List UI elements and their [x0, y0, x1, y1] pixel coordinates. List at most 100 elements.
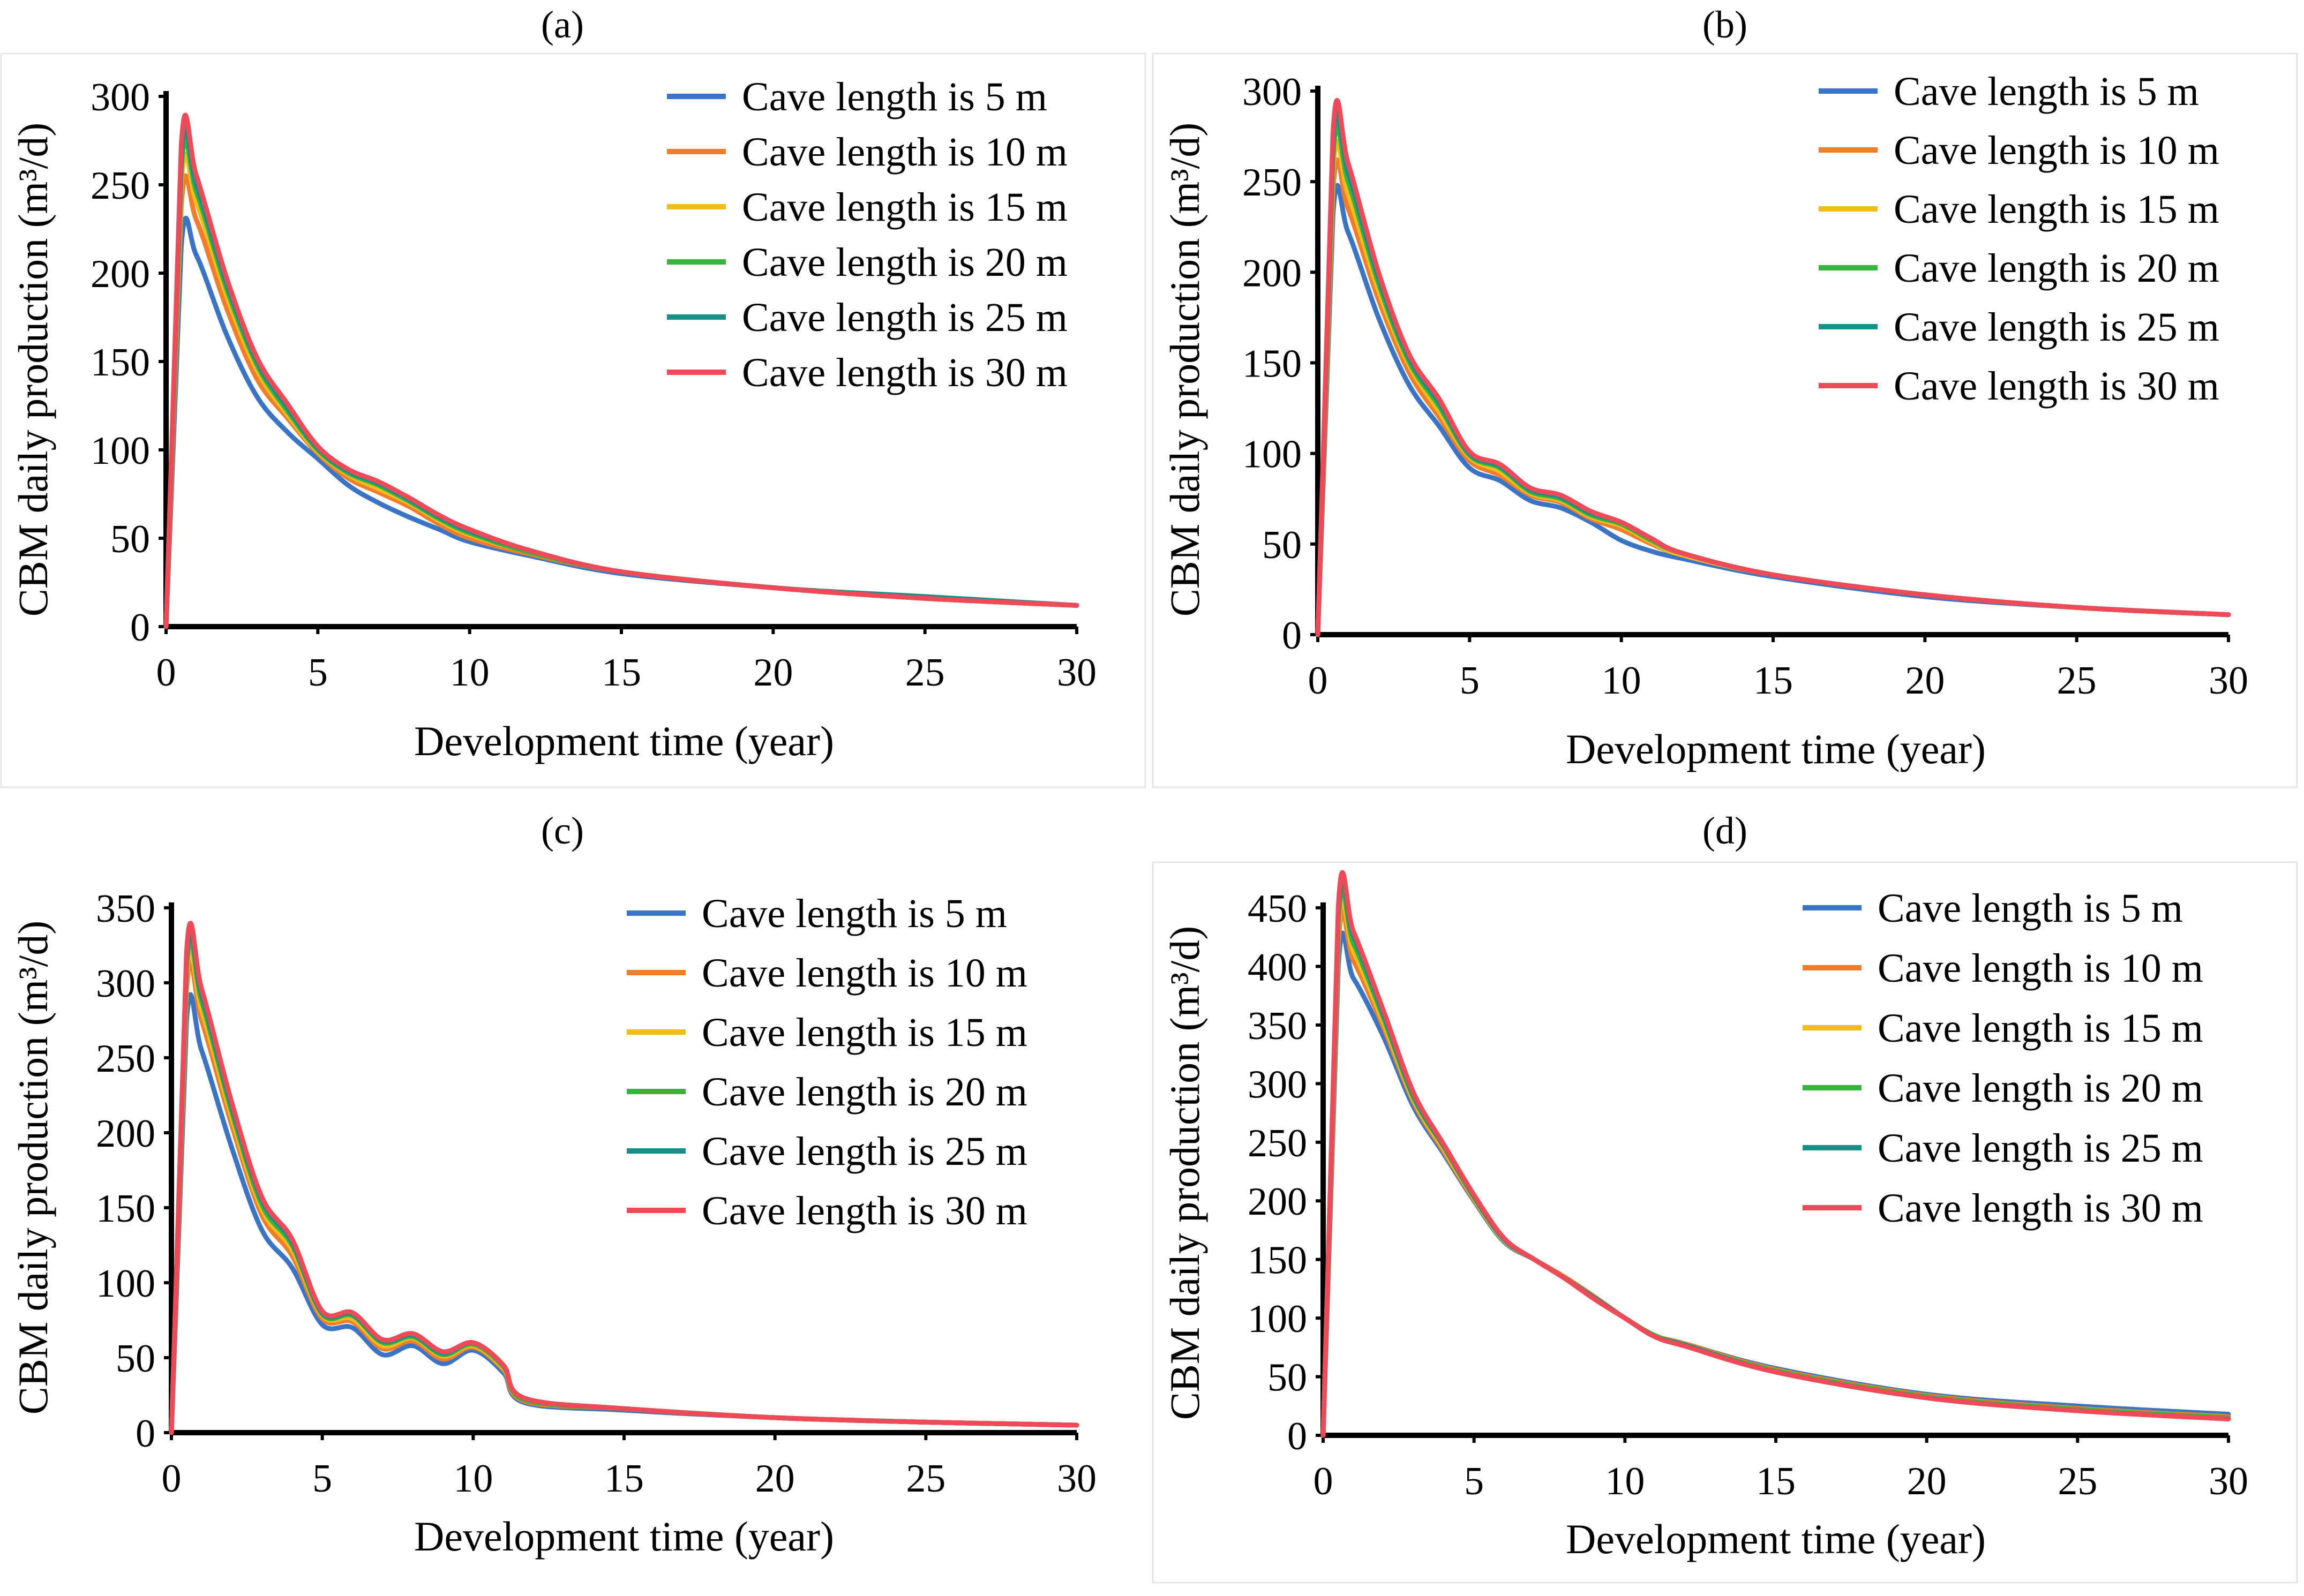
- legend-label-s20: Cave length is 20 m: [1894, 246, 2219, 291]
- panel-frame: [1152, 52, 2298, 788]
- x-axis-title: Development time (year): [1566, 1516, 1986, 1562]
- y-tick-label: 250: [1248, 1121, 1307, 1165]
- y-tick-label: 350: [1248, 1004, 1307, 1048]
- y-tick-label: 0: [130, 606, 150, 650]
- y-tick-label: 150: [91, 341, 150, 385]
- chart-panel-d: (d) 0 50 100 150 200 250 300 350 400 450 0 5 10 15 20 2…: [1152, 803, 2298, 1596]
- y-tick-label: 100: [96, 1262, 155, 1306]
- legend-label-s15: Cave length is 15 m: [1878, 1006, 2203, 1051]
- y-tick-label: 250: [1242, 161, 1302, 205]
- series-line-s25: [169, 928, 1079, 1435]
- x-tick-label: 15: [602, 651, 641, 695]
- x-tick-label: 15: [1756, 1459, 1796, 1503]
- y-tick-label: 300: [1242, 70, 1302, 114]
- x-tick-label: 5: [308, 651, 328, 695]
- y-tick-label: 300: [1248, 1063, 1307, 1106]
- panel-label: (d): [1702, 809, 1747, 852]
- y-tick-label: 250: [96, 1037, 155, 1081]
- x-tick-label: 25: [2057, 659, 2097, 703]
- chart-svg-c: (c) 0 50 100 150 200 250 300 350 0 5 10 15 20 25 30 Ca…: [10, 809, 1097, 1560]
- legend-label-s5: Cave length is 5 m: [1878, 886, 2183, 931]
- y-tick-label: 150: [1242, 342, 1302, 386]
- x-tick-label: 30: [2209, 1459, 2248, 1503]
- y-tick-label: 300: [96, 962, 155, 1006]
- y-tick-label: 50: [110, 517, 150, 561]
- x-tick-label: 0: [156, 651, 176, 695]
- panel-label: (b): [1702, 3, 1747, 46]
- y-tick-label: 400: [1248, 945, 1307, 989]
- x-axis-title: Development time (year): [414, 718, 834, 764]
- y-axis-title: CBM daily production (m³/d): [10, 921, 56, 1414]
- x-tick-label: 20: [753, 651, 793, 695]
- chart-panel-c: (c) 0 50 100 150 200 250 300 350 0 5 10 15 20 25 30 Ca…: [0, 803, 1146, 1596]
- x-tick-label: 25: [2058, 1459, 2097, 1503]
- x-tick-label: 5: [312, 1457, 332, 1501]
- legend-label-s5: Cave length is 5 m: [742, 74, 1047, 119]
- y-tick-label: 200: [91, 252, 150, 296]
- legend-label-s30: Cave length is 30 m: [702, 1188, 1027, 1233]
- x-tick-label: 25: [905, 651, 945, 695]
- y-tick-label: 450: [1248, 887, 1307, 931]
- series-line-s30: [1320, 870, 2231, 1438]
- x-tick-label: 25: [906, 1457, 945, 1501]
- legend-label-s15: Cave length is 15 m: [702, 1010, 1027, 1055]
- x-tick-label: 5: [1460, 659, 1480, 703]
- panel-frame: [1152, 861, 2298, 1584]
- x-tick-label: 0: [1314, 1459, 1333, 1503]
- y-tick-label: 300: [91, 76, 150, 119]
- x-axis-title: Development time (year): [414, 1513, 834, 1560]
- y-axis-title: CBM daily production (m³/d): [1161, 123, 1208, 616]
- x-tick-label: 15: [1753, 659, 1793, 703]
- y-axis-title: CBM daily production (m³/d): [1161, 926, 1208, 1420]
- legend-label-s10: Cave length is 10 m: [742, 130, 1068, 175]
- panel-label: (a): [541, 3, 584, 46]
- y-tick-label: 50: [116, 1337, 155, 1381]
- legend-label-s15: Cave length is 15 m: [1894, 187, 2219, 232]
- y-tick-label: 200: [1248, 1180, 1307, 1224]
- x-tick-label: 20: [1907, 1459, 1947, 1503]
- legend-label-s25: Cave length is 25 m: [702, 1129, 1027, 1174]
- x-tick-label: 5: [1464, 1459, 1484, 1503]
- y-tick-label: 250: [91, 164, 150, 208]
- legend-label-s30: Cave length is 30 m: [1878, 1186, 2203, 1231]
- legend-label-s10: Cave length is 10 m: [1878, 946, 2203, 991]
- x-tick-label: 10: [453, 1457, 493, 1501]
- y-axis-title: CBM daily production (m³/d): [10, 123, 56, 616]
- legend-label-s10: Cave length is 10 m: [1894, 128, 2219, 173]
- legend-label-s30: Cave length is 30 m: [1894, 364, 2219, 409]
- chart-svg-a: (a) 0 50 100 150 200 250 300 0 5 10 15 20 25 30 Cave …: [0, 3, 1146, 788]
- chart-svg-b: (b) 0 50 100 150 200 250 300 0 5 10 15 20 25 30 Cave …: [1152, 3, 2298, 788]
- legend-label-s20: Cave length is 20 m: [742, 240, 1068, 285]
- legend-label-s20: Cave length is 20 m: [702, 1070, 1027, 1115]
- y-tick-label: 0: [1282, 614, 1302, 658]
- y-tick-label: 150: [1248, 1239, 1307, 1283]
- legend-label-s15: Cave length is 15 m: [742, 185, 1068, 230]
- x-tick-label: 20: [755, 1457, 795, 1501]
- y-tick-label: 150: [96, 1187, 155, 1231]
- legend-label-s20: Cave length is 20 m: [1878, 1066, 2203, 1111]
- x-tick-label: 0: [1308, 659, 1328, 703]
- x-tick-label: 10: [450, 651, 490, 695]
- series-line-s30: [1315, 97, 2231, 637]
- y-tick-label: 200: [96, 1112, 155, 1156]
- y-tick-label: 100: [1248, 1297, 1307, 1341]
- y-tick-label: 200: [1242, 251, 1302, 295]
- x-tick-label: 30: [1057, 1457, 1097, 1501]
- legend-label-s30: Cave length is 30 m: [742, 350, 1068, 395]
- legend-label-s5: Cave length is 5 m: [702, 891, 1007, 936]
- chart-panel-a: (a) 0 50 100 150 200 250 300 0 5 10 15 20 25 30 Cave …: [0, 0, 1146, 793]
- y-tick-label: 0: [1287, 1414, 1307, 1458]
- x-tick-label: 10: [1605, 1459, 1645, 1503]
- x-tick-label: 10: [1602, 659, 1641, 703]
- x-axis-title: Development time (year): [1566, 726, 1986, 772]
- y-tick-label: 100: [1242, 433, 1302, 477]
- y-tick-label: 100: [91, 429, 150, 473]
- chart-panel-b: (b) 0 50 100 150 200 250 300 0 5 10 15 20 25 30 Cave …: [1152, 0, 2298, 793]
- y-tick-label: 50: [1267, 1356, 1307, 1400]
- x-tick-label: 15: [604, 1457, 644, 1501]
- legend-label-s25: Cave length is 25 m: [1894, 305, 2219, 350]
- x-tick-label: 0: [162, 1457, 182, 1501]
- legend-label-s5: Cave length is 5 m: [1894, 69, 2199, 114]
- y-tick-label: 350: [96, 887, 155, 931]
- panel-frame: [0, 52, 1146, 788]
